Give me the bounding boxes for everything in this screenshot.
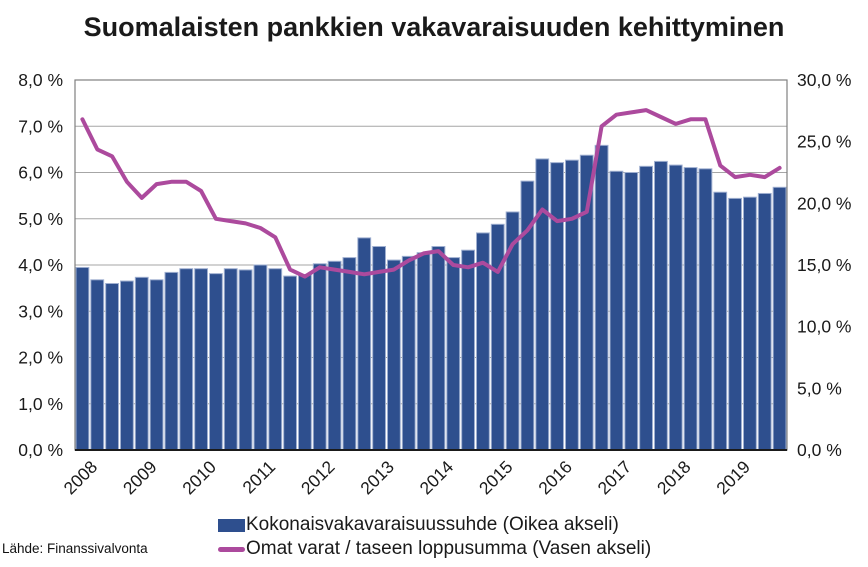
bar [283, 275, 298, 451]
bar [327, 260, 342, 451]
year-label: 2011 [238, 457, 279, 498]
year-label: 2013 [356, 457, 398, 499]
right-tick-label: 5,0 % [797, 378, 842, 398]
legend-item-line-series: Omat varat / taseen loppusumma (Vasen ak… [218, 537, 651, 561]
bar [416, 252, 431, 451]
legend-bar-label: Kokonaisvakavaraisuussuhde (Oikea akseli… [246, 514, 619, 535]
bar [757, 192, 772, 451]
bar [461, 249, 476, 451]
x-axis-labels: 2008 2009 2010 2011 2012 2013 2014 2015 2016 2017… [60, 457, 754, 499]
gridlines [75, 125, 787, 405]
legend-item-bar-series: Kokonaisvakavaraisuussuhde (Oikea akseli… [218, 513, 651, 537]
chart-title: Suomalaisten pankkien vakavaraisuuden ke… [83, 12, 785, 42]
bar [594, 144, 609, 451]
line-series-swatch [218, 546, 245, 552]
bar [105, 283, 119, 451]
bar [550, 162, 564, 451]
left-axis-labels: 0,0 % 1,0 % 2,0 % 3,0 % 4,0 % 5,0 % 6,0 % 7,0 %… [18, 70, 63, 460]
bar [565, 159, 579, 451]
bar [164, 271, 179, 451]
bar [209, 273, 223, 451]
source-note: Lähde: Finanssivalvonta [2, 541, 148, 556]
right-tick-label: 10,0 % [797, 317, 851, 337]
bar [372, 246, 387, 451]
bar [609, 170, 624, 451]
left-tick-label: 0,0 % [18, 440, 63, 460]
bar [698, 168, 713, 451]
bar-series [75, 144, 787, 451]
left-tick-label: 1,0 % [18, 394, 63, 414]
bar [120, 280, 134, 451]
bar [238, 269, 253, 451]
left-tick-label: 4,0 % [18, 255, 63, 275]
year-label: 2009 [119, 457, 161, 499]
year-label: 2019 [712, 457, 754, 499]
own-funds-line [80, 108, 782, 279]
bar [312, 263, 327, 451]
bar [668, 164, 683, 451]
left-tick-label: 7,0 % [18, 116, 63, 136]
year-label: 2015 [475, 457, 517, 499]
bar [253, 264, 268, 451]
right-tick-label: 0,0 % [797, 440, 842, 460]
bar [223, 268, 238, 451]
left-tick-label: 8,0 % [18, 70, 63, 90]
year-label: 2014 [416, 457, 458, 499]
bar [268, 268, 283, 451]
bar [357, 237, 372, 451]
year-label: 2012 [297, 457, 339, 499]
left-tick-label: 5,0 % [18, 209, 63, 229]
right-tick-label: 30,0 % [797, 70, 851, 90]
bar [179, 268, 194, 451]
year-label: 2017 [594, 457, 636, 499]
bar [639, 165, 653, 451]
bar-series-swatch [218, 518, 245, 532]
bar [446, 257, 461, 451]
left-tick-label: 6,0 % [18, 163, 63, 183]
bar [90, 279, 105, 451]
bar [683, 167, 698, 451]
right-axis-labels: 0,0 % 5,0 % 10,0 % 15,0 % 20,0 % 25,0 % 30,0 % [797, 70, 851, 460]
bar [579, 154, 594, 451]
year-label: 2016 [534, 457, 576, 499]
bar [624, 172, 639, 451]
bar [728, 197, 742, 451]
bar [743, 196, 757, 451]
legend-line-label: Omat varat / taseen loppusumma (Vasen ak… [246, 538, 652, 559]
bar [194, 268, 208, 451]
bar [149, 279, 164, 451]
right-tick-label: 25,0 % [797, 132, 851, 152]
year-label: 2010 [178, 457, 220, 499]
bar [654, 160, 668, 451]
bar [431, 246, 446, 451]
right-tick-label: 20,0 % [797, 193, 851, 213]
right-tick-label: 15,0 % [797, 255, 851, 275]
legend: Kokonaisvakavaraisuussuhde (Oikea akseli… [218, 513, 651, 561]
bar [342, 257, 357, 451]
bar [713, 191, 728, 451]
year-label: 2008 [60, 457, 102, 499]
bar [298, 274, 312, 451]
bar [75, 266, 90, 451]
bar [535, 158, 550, 451]
bar [490, 223, 505, 451]
bar [387, 259, 401, 451]
left-tick-label: 3,0 % [18, 301, 63, 321]
line-series [80, 108, 782, 279]
bar [134, 276, 149, 451]
year-label: 2018 [653, 457, 695, 499]
bar [772, 186, 787, 451]
bar [401, 255, 416, 451]
left-tick-label: 2,0 % [18, 348, 63, 368]
